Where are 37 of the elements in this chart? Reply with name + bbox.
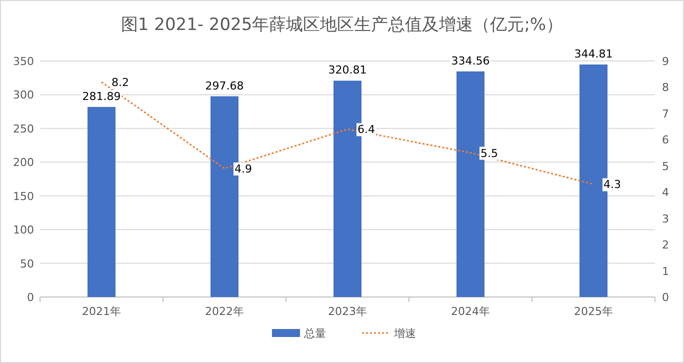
data-label: 334.56 — [451, 54, 490, 68]
y2-tick-label: 4 — [662, 186, 669, 200]
data-label: 6.4 — [358, 123, 375, 136]
y-tick-label: 200 — [13, 156, 34, 170]
data-label: 5.5 — [480, 146, 498, 160]
x-tick-label: 2025年 — [574, 305, 613, 318]
y-tick-label: 0 — [27, 291, 34, 304]
y-tick-label: 100 — [13, 224, 34, 237]
y2-tick-label: 0 — [662, 291, 669, 304]
legend-label: 增速 — [393, 327, 416, 340]
data-label: 8.2 — [112, 76, 129, 89]
x-tick-label: 2021年 — [82, 305, 121, 318]
data-label: 4.9 — [234, 162, 252, 176]
data-label: 281.89 — [82, 90, 121, 103]
y-tick-label: 150 — [13, 190, 34, 203]
y-tick-label: 300 — [13, 88, 34, 102]
y-tick-label: 250 — [13, 122, 34, 136]
x-tick-label: 2023年 — [328, 305, 367, 318]
y-tick-label: 350 — [13, 55, 34, 68]
y-tick-label: 50 — [20, 257, 34, 270]
y2-tick-label: 3 — [662, 212, 669, 226]
data-label: 297.68 — [205, 79, 244, 92]
y2-tick-label: 5 — [662, 160, 669, 173]
chart-title: 图1 2021- 2025年薛城区地区生产总值及增速（亿元;%） — [120, 15, 564, 35]
data-label: 4.3 — [604, 178, 621, 192]
y2-tick-label: 1 — [662, 264, 669, 278]
y2-tick-label: 7 — [662, 107, 669, 120]
y2-tick-label: 6 — [662, 134, 669, 147]
x-tick-label: 2022年 — [205, 305, 244, 318]
legend-label: 总量 — [303, 327, 326, 340]
x-tick-label: 2024年 — [451, 305, 490, 318]
y2-tick-label: 2 — [662, 238, 669, 252]
y2-tick-label: 9 — [662, 55, 669, 68]
bar — [88, 106, 116, 297]
y2-tick-label: 8 — [662, 81, 669, 94]
data-label: 320.81 — [328, 64, 367, 77]
data-label: 344.81 — [574, 48, 613, 60]
